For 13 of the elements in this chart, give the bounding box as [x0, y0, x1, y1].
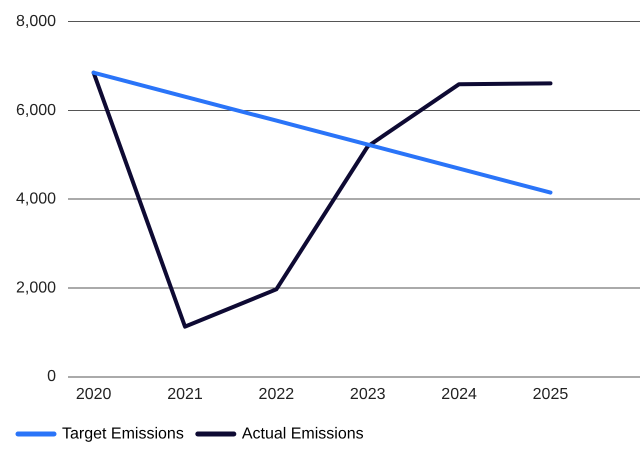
x-tick-label: 2024 [441, 386, 477, 403]
y-tick-label: 0 [47, 368, 56, 386]
legend-label: Actual Emissions [242, 425, 364, 442]
x-tick-label: 2023 [350, 386, 386, 403]
x-tick-label: 2020 [76, 386, 112, 403]
y-tick-label: 2,000 [16, 279, 56, 296]
x-tick-label: 2022 [258, 386, 294, 403]
y-tick-label: 6,000 [16, 102, 56, 119]
x-tick-label: 2021 [167, 386, 203, 403]
x-tick-label: 2025 [532, 386, 568, 403]
y-tick-label: 4,000 [16, 190, 56, 208]
y-tick-label: 8,000 [16, 13, 56, 30]
legend-label: Target Emissions [62, 425, 184, 442]
